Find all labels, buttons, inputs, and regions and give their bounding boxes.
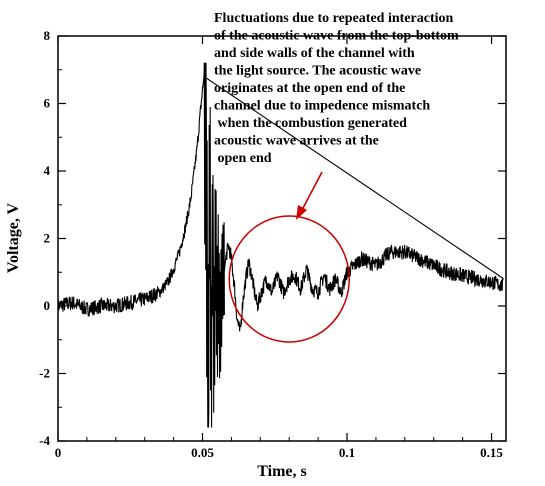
plot-frame xyxy=(57,35,507,442)
x-tick-label: 0.05 xyxy=(191,445,214,460)
annotation-text: Fluctuations due to repeated interaction… xyxy=(214,11,459,166)
annotation-arrow xyxy=(301,171,323,211)
y-tick-label: 6 xyxy=(44,96,51,111)
x-axis-title: Time, s xyxy=(257,463,306,480)
annotation-line: channel due to impedence mismatch xyxy=(214,99,430,114)
annotation-line: Fluctuations due to repeated interaction xyxy=(214,11,453,26)
x-tick-label: 0.1 xyxy=(339,445,355,460)
x-tick-label: 0 xyxy=(55,445,62,460)
y-tick-label: -4 xyxy=(39,433,50,448)
annotation-arrow-head xyxy=(296,205,307,220)
y-tick-label: 2 xyxy=(44,231,51,246)
highlight-circle xyxy=(228,215,350,343)
annotation-line: and side walls of the channel with xyxy=(214,46,415,61)
annotation-line: of the acoustic wave from the top-bottom xyxy=(214,29,459,44)
y-axis-title: Voltage, V xyxy=(5,202,22,273)
annotation-line: originates at the open end of the xyxy=(214,81,405,96)
series-line xyxy=(57,62,504,428)
annotation-line: open end xyxy=(214,151,272,166)
y-tick-label: 8 xyxy=(44,28,51,43)
tick-labels-layer: 0 0.05 0.1 0.15 -4 -2 0 2 4 6 8 xyxy=(39,28,503,460)
y-tick-label: -2 xyxy=(39,366,50,381)
annotation-line: when the combustion generated xyxy=(214,116,407,131)
y-tick-label: 0 xyxy=(44,298,51,313)
annotation-line: acoustic wave arrives at the xyxy=(214,134,379,149)
ticks-layer xyxy=(57,35,506,442)
y-tick-label: 4 xyxy=(44,163,51,178)
x-tick-label: 0.15 xyxy=(480,445,503,460)
annotation-line: the light source. The acoustic wave xyxy=(214,64,421,79)
